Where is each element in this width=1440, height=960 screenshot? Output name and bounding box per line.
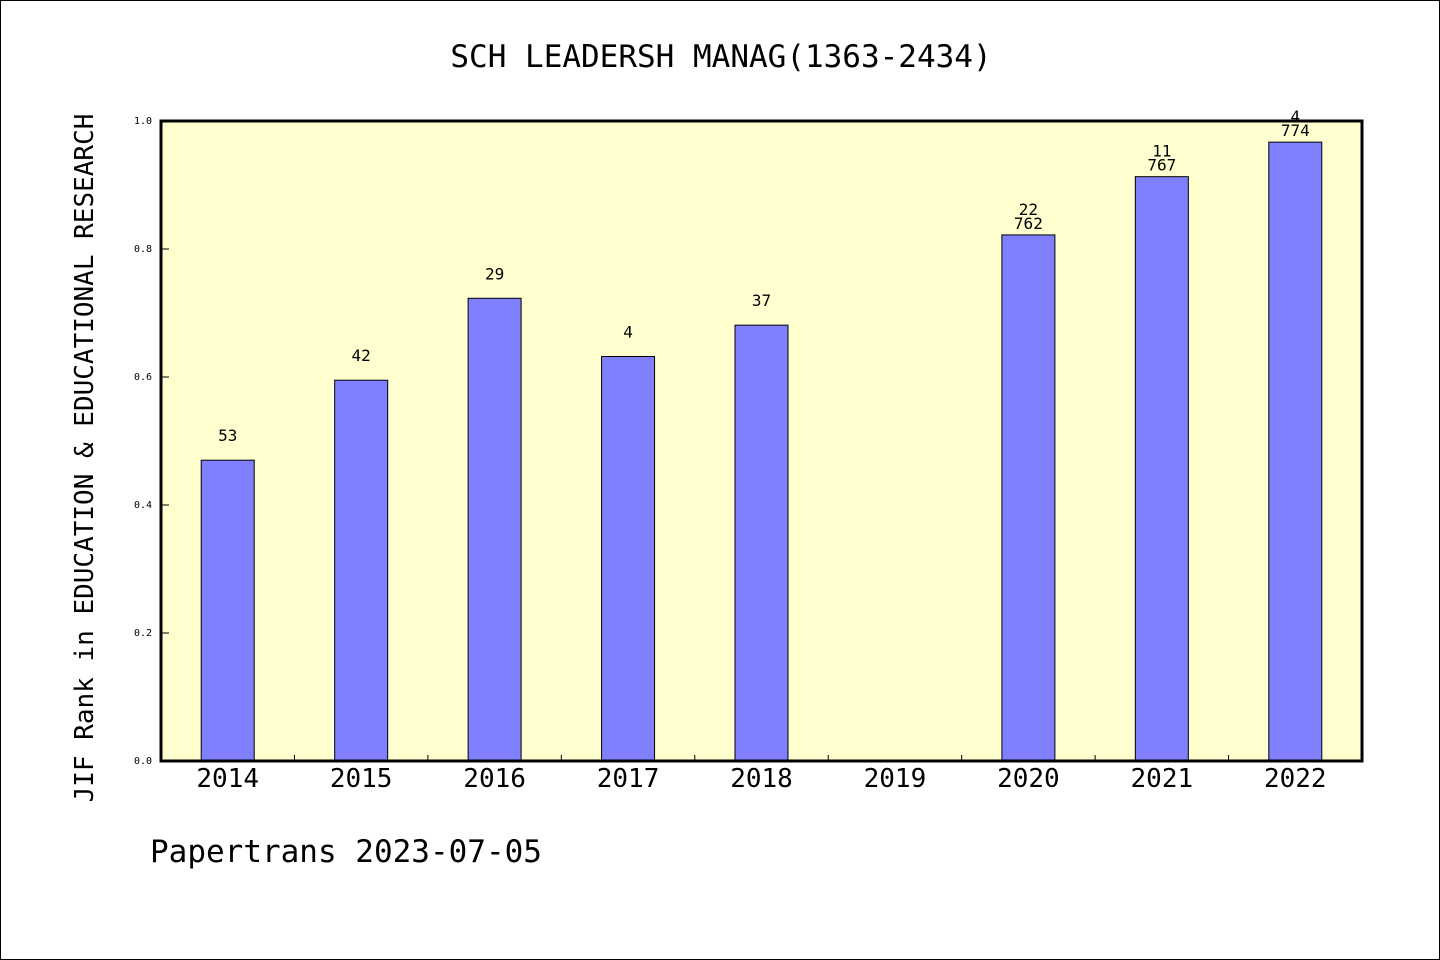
x-tick-label: 2016 (463, 764, 526, 794)
bar-value-label: 774 (1281, 121, 1310, 140)
x-tick-label: 2020 (997, 764, 1060, 794)
x-tick-label: 2019 (864, 764, 927, 794)
bar (200, 459, 255, 762)
bar (467, 297, 522, 762)
bar-value-label: 22 (1019, 200, 1038, 219)
y-axis-label: JIF Rank in EDUCATION & EDUCATIONAL RESE… (70, 114, 100, 803)
chart-title: SCH LEADERSH MANAG(1363-2434) (450, 39, 991, 75)
bar-value-label: 767 (1147, 156, 1176, 175)
bar (734, 324, 789, 762)
y-tick-label: 0.2 (134, 628, 152, 639)
x-tick-label: 2022 (1264, 764, 1327, 794)
x-tick-label: 2021 (1131, 764, 1194, 794)
bar-value-label: 4 (1290, 107, 1300, 126)
ticks-layer: 0.0 0.2 0.4 0.6 0.8 1.0 2014 2015 2016 2017 2018 20… (134, 116, 1327, 794)
y-tick-label: 0.4 (134, 500, 152, 511)
bar-value-label: 29 (485, 264, 504, 283)
bar-value-label: 4 (623, 323, 633, 342)
x-tick-label: 2017 (597, 764, 660, 794)
bar (1001, 234, 1056, 762)
x-tick-label: 2015 (330, 764, 393, 794)
bar-value-label: 37 (752, 291, 771, 310)
y-tick-label: 0.8 (134, 244, 152, 255)
bar (1134, 176, 1189, 762)
bar-value-label: 53 (218, 426, 237, 445)
x-tick-label: 2014 (196, 764, 259, 794)
y-tick-label: 1.0 (134, 116, 152, 127)
bar-value-label: 11 (1152, 142, 1171, 161)
y-tick-label: 0.6 (134, 372, 152, 383)
footer-note: Papertrans 2023-07-05 (150, 834, 542, 870)
bar-value-label: 42 (352, 346, 371, 365)
bar (1268, 141, 1323, 762)
plot-border (159, 119, 1364, 763)
bar-value-label: 762 (1014, 214, 1043, 233)
bar (601, 356, 656, 762)
bar (334, 379, 389, 762)
y-tick-label: 0.0 (134, 756, 152, 767)
x-tick-label: 2018 (730, 764, 793, 794)
